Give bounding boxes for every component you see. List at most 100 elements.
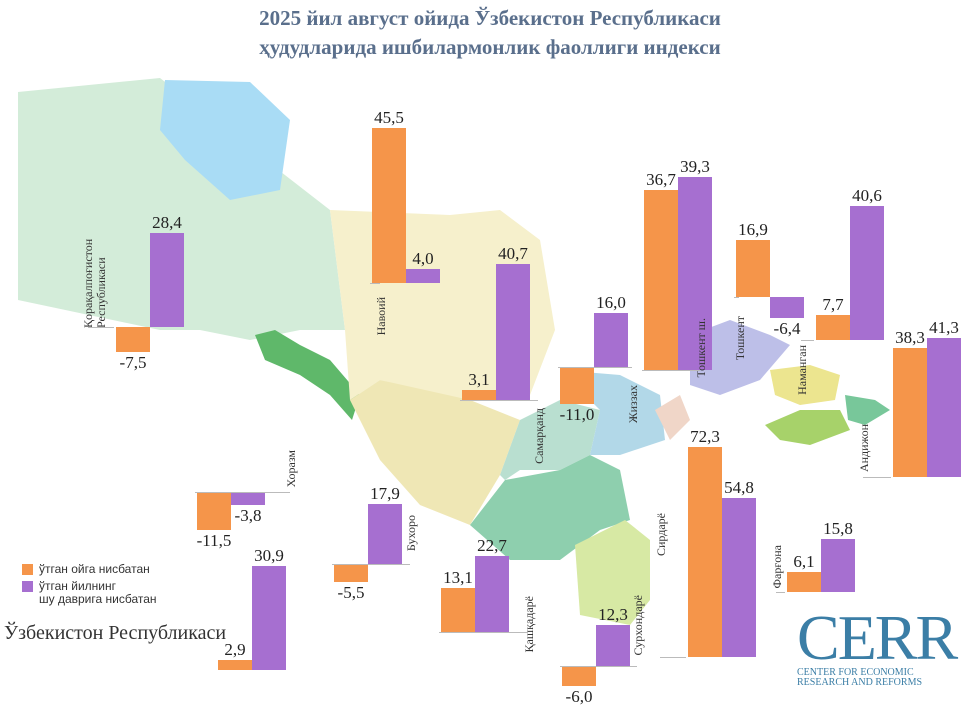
value-label: 22,7 [477,535,507,555]
value-label: 15,8 [823,519,853,539]
region-fergana [765,410,850,445]
value-label: 40,7 [498,243,528,263]
value-label: -6,4 [773,319,801,339]
bar-month [334,564,368,583]
value-label: 30,9 [254,545,284,565]
value-label: 39,3 [680,157,710,177]
region-label: Қашқадарё [522,596,536,653]
cerr-logo: CERR CENTER FOR ECONOMIC RESEARCH AND RE… [797,602,958,688]
connector-line [439,632,528,633]
bar-year [496,263,530,400]
legend-label: ўтган йилнинг шу даврига нисбатан [39,580,157,606]
region-label: Наманган [795,345,809,395]
bar-month [787,571,821,592]
region-namangan [770,365,840,405]
bar-year [722,498,756,657]
legend-swatch-orange [22,564,33,575]
region-label: Бухоро [404,515,418,552]
bar-year [475,555,509,632]
region-surkhandarya [575,520,650,625]
value-label: -5,5 [337,583,365,603]
bar-year [406,269,440,283]
value-label: -6,0 [565,687,593,706]
connector-line [370,283,380,284]
bar-month [197,492,231,530]
connector-line [734,297,739,298]
bar-year [927,337,961,477]
legend-item-year: ўтган йилнинг шу даврига нисбатан [22,580,157,606]
bar-year [596,624,630,666]
bar-year [770,297,804,319]
bar-month [218,660,252,670]
connector-line [801,340,814,341]
bar-year [678,177,712,370]
region-label: Навоий [374,297,388,336]
bar-year [252,565,286,670]
region-label: Сурхондарё [631,595,645,656]
value-label: 4,0 [412,249,434,269]
region-khorezm [255,330,360,420]
bar-year [150,233,184,327]
value-label: 72,3 [690,427,720,447]
region-label: Самарқанд [532,408,546,464]
bar-month [462,389,496,400]
value-label: 17,9 [370,484,400,504]
region-sirdarya [655,395,690,440]
logo-line1: CENTER FOR ECONOMIC [797,667,914,678]
bar-month [441,588,475,632]
value-label: -11,5 [196,530,232,550]
bar-month [688,447,722,657]
value-label: 16,0 [596,293,626,313]
connector-line [332,564,410,565]
legend-label-line2: шу даврига нисбатан [39,592,157,606]
region-kashkadarya [470,455,630,560]
legend-item-month: ўтган ойга нисбатан [22,563,157,576]
value-label: 3,1 [468,369,490,389]
connector-line [195,492,290,493]
bar-month [893,347,927,477]
value-label: 36,7 [646,170,676,190]
bar-month [816,314,850,340]
connector-line [863,477,891,478]
region-label: Сирдарё [654,513,668,557]
region-label: Тошкент [733,316,747,361]
value-label: -7,5 [119,352,147,372]
region-karakalpakstan [18,78,345,340]
value-label: -11,0 [559,404,595,424]
bar-month [644,190,678,370]
value-label: 41,3 [929,317,959,337]
title-line-2: ҳудудларида ишбилармонлик фаоллиги индек… [259,35,721,59]
value-label: 2,9 [224,640,246,660]
bar-year [850,206,884,340]
value-label: 13,1 [443,568,473,588]
value-label: 40,6 [852,186,882,206]
logo-name: CERR [797,602,958,673]
bar-month [560,367,594,404]
value-label: 16,9 [738,220,768,240]
value-label: 28,4 [152,213,182,233]
bar-year [368,504,402,564]
aral-sea [160,80,290,200]
region-label: Тошкент ш. [694,318,708,378]
region-label: Фарғона [770,545,784,589]
logo-line2: RESEARCH AND REFORMS [797,677,923,688]
connector-line [776,592,785,593]
connector-line [660,657,686,658]
value-label: -3,8 [234,505,262,525]
bar-year [594,313,628,367]
connector-line [460,400,538,401]
connector-line [642,370,700,371]
connector-line [560,666,637,667]
country-label: Ўзбекистон Республикаси [4,622,227,644]
connector-line [558,367,632,368]
value-label: 6,1 [793,551,815,571]
connector-line [88,327,114,328]
region-label: Жиззах [626,385,640,424]
legend-label-line1: ўтган йилнинг [39,579,116,593]
title-line-1: 2025 йил август ойида Ўзбекистон Республ… [259,6,721,30]
bar-month [372,128,406,283]
region-label: Қорақалпоғистон Республикаси [81,238,108,328]
bar-month [736,240,770,297]
bar-year [231,492,265,505]
value-label: 45,5 [374,108,404,128]
